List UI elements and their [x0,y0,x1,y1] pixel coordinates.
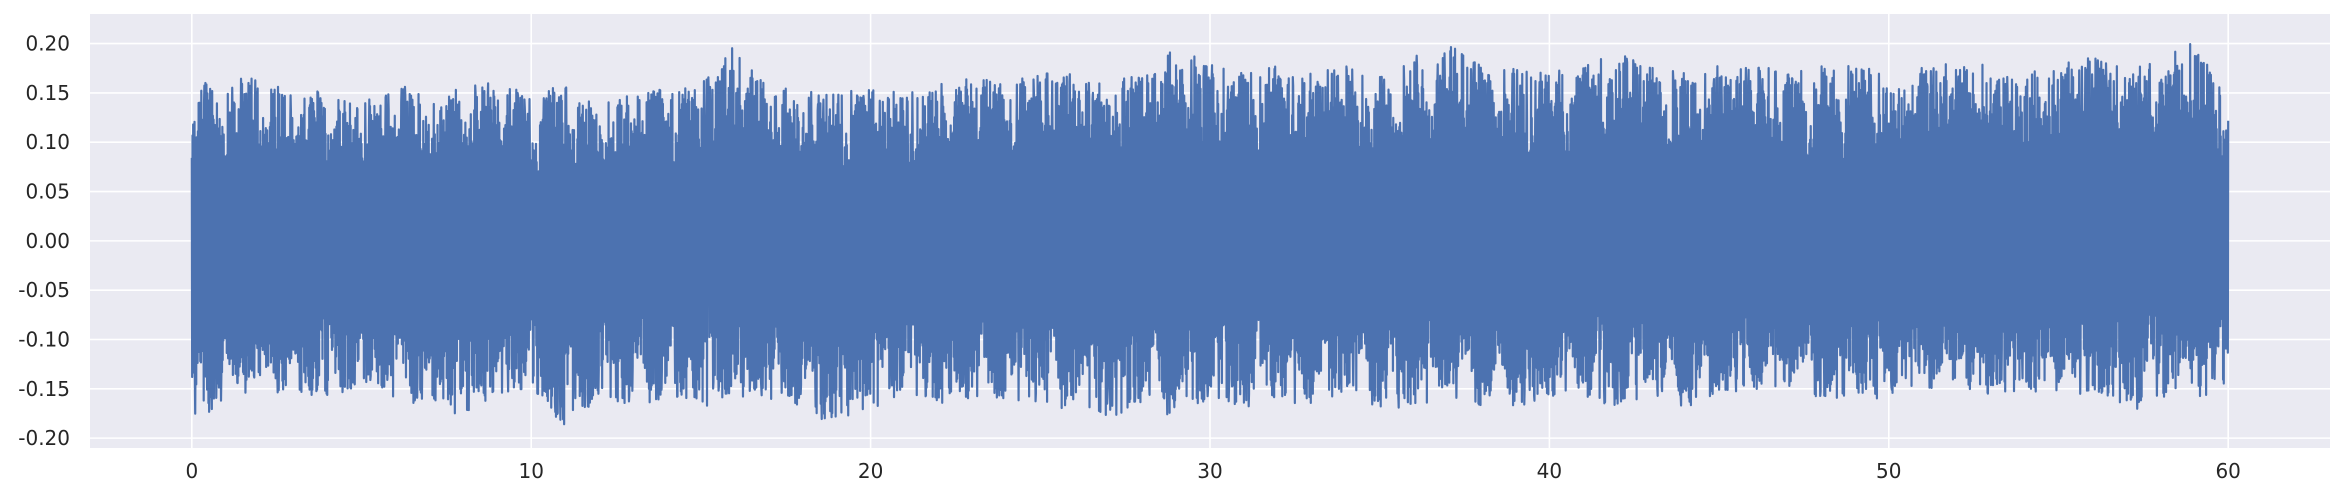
y-tick-label: -0.15 [18,377,70,401]
series-layer [190,43,2230,426]
y-axis-tick-labels: -0.20 -0.15 -0.10 -0.05 0.00 0.05 0.10 0.15 0.20 [18,32,70,451]
y-tick-label: 0.20 [25,32,70,56]
y-tick-label: 0.15 [25,81,70,105]
y-tick-label: -0.10 [18,328,70,352]
x-tick-label: 0 [185,459,198,483]
y-tick-label: -0.20 [18,426,70,450]
x-tick-label: 10 [518,459,543,483]
x-tick-label: 40 [1537,459,1562,483]
y-tick-label: 0.10 [25,130,70,154]
x-tick-label: 50 [1876,459,1901,483]
x-tick-label: 60 [2215,459,2240,483]
x-axis-tick-labels: 0 10 20 30 40 50 60 [185,459,2240,483]
y-tick-label: 0.00 [25,229,70,253]
y-tick-label: -0.05 [18,278,70,302]
x-tick-label: 20 [858,459,883,483]
series-line [190,43,2230,426]
y-tick-label: 0.05 [25,180,70,204]
x-tick-label: 30 [1197,459,1222,483]
